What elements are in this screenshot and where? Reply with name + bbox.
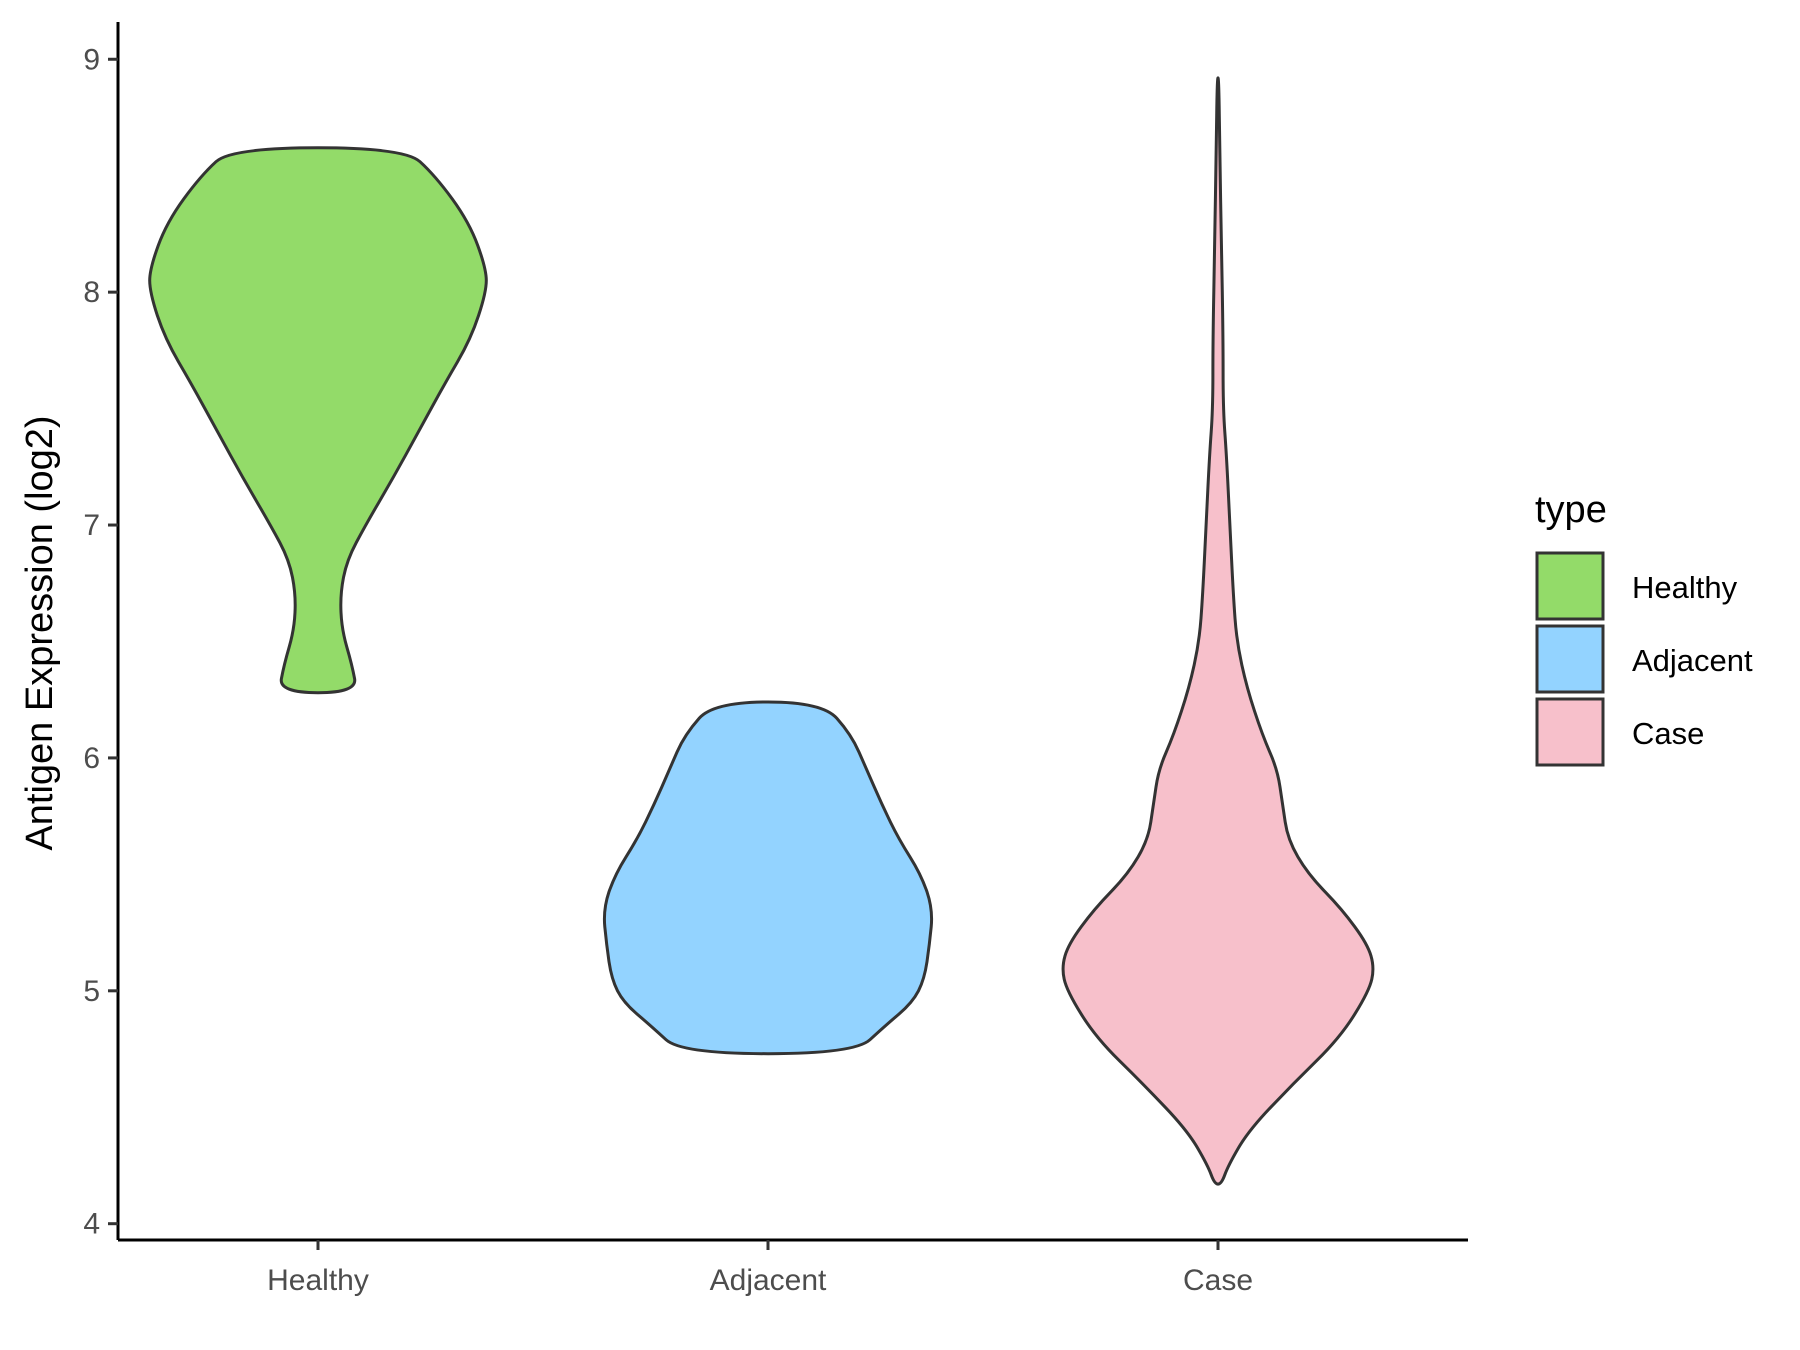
y-tick-label: 7 [83,509,100,542]
y-tick-label: 6 [83,742,100,775]
x-tick-label: Healthy [267,1264,369,1297]
violin-layer [148,76,1375,1186]
violin-healthy [148,146,488,695]
legend-key-healthy [1535,551,1605,621]
y-tick-label: 5 [83,975,100,1008]
y-tick-label: 9 [83,43,100,76]
y-tick-label: 4 [83,1208,100,1241]
axes-layer: 4 5 6 7 8 9 Healthy Adjacent Case [83,22,1468,1297]
violin-case [1061,76,1375,1186]
legend-items: Healthy Adjacent Case [1535,551,1753,767]
violin-adjacent [602,700,934,1056]
legend-key-adjacent [1535,624,1605,694]
legend-label-adjacent: Adjacent [1632,643,1753,678]
x-tick-label: Adjacent [710,1264,827,1297]
x-tick-label: Case [1183,1264,1253,1297]
legend-title: type [1535,489,1607,531]
legend: type Healthy Adjacent Case [1535,489,1753,767]
legend-key-case [1535,697,1605,767]
legend-label-case: Case [1632,716,1704,751]
y-tick-label: 8 [83,276,100,309]
y-axis-title: Antigen Expression (log2) [19,415,61,850]
legend-label-healthy: Healthy [1632,570,1738,605]
